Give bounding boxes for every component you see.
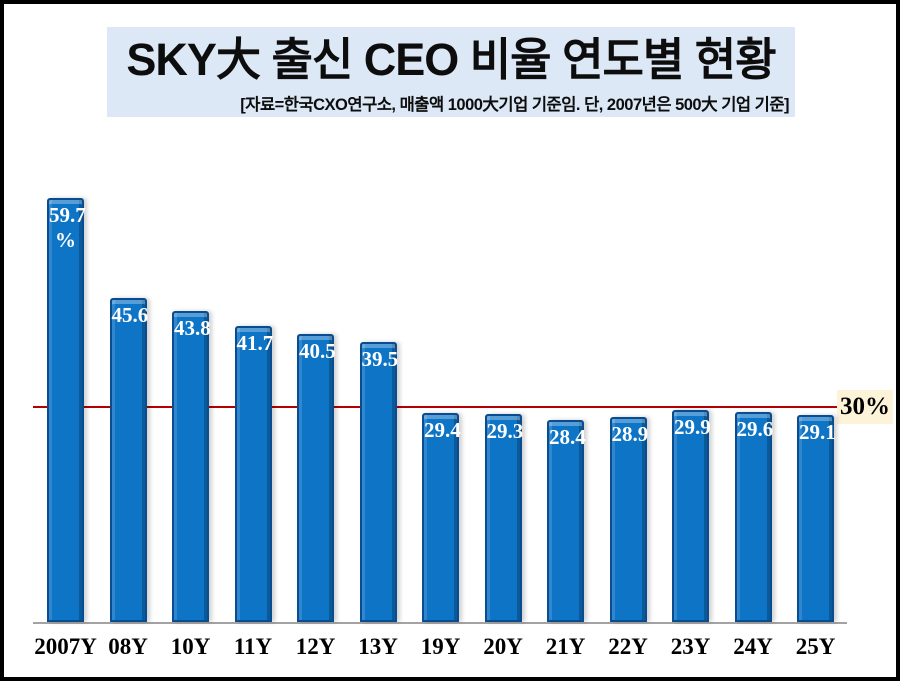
- bar-23Y: 29.9: [672, 410, 711, 622]
- bar-22Y: 28.9: [609, 417, 649, 622]
- reference-line-label: 30%: [837, 390, 893, 424]
- bar-24Y: 29.6: [734, 412, 774, 622]
- bar-10Y: 43.8: [172, 311, 211, 622]
- title-block: SKY大 출신 CEO 비율 연도별 현황 [자료=한국CXO연구소, 매출액 …: [107, 27, 795, 117]
- bar-value-label: 41.7: [236, 331, 274, 355]
- plot-area: 30% 59.7 % 2007Y 45.6 08Y 43.8 10Y 41.7 11Y 40.5…: [4, 4, 896, 677]
- bar-19Y: 29.4: [422, 413, 461, 622]
- x-tick-label-19Y: 19Y: [420, 634, 461, 659]
- bar-value-label: 40.5: [299, 339, 336, 363]
- x-tick-label-21Y: 21Y: [545, 634, 586, 659]
- bar-13Y: 39.5: [359, 342, 399, 622]
- bar-value-label: 29.3: [486, 419, 524, 443]
- x-tick-label-25Y: 25Y: [795, 634, 836, 659]
- x-tick-label-12Y: 12Y: [295, 634, 336, 659]
- bar-20Y: 29.3: [484, 414, 524, 622]
- x-tick-label-22Y: 22Y: [608, 634, 648, 659]
- bar-value-label: 29.1: [799, 420, 836, 444]
- bar-value-label: 28.4: [549, 425, 586, 449]
- bar-12Y: 40.5: [297, 334, 336, 622]
- x-axis-line: [33, 622, 847, 624]
- bar-08Y: 45.6: [109, 298, 149, 622]
- bar-2007Y: 59.7 %: [47, 198, 86, 622]
- x-tick-label-2007Y: 2007Y: [34, 634, 97, 659]
- bar-value-label: 43.8: [174, 316, 211, 340]
- bar-value-label: 39.5: [361, 347, 399, 371]
- x-tick-label-13Y: 13Y: [358, 634, 398, 659]
- bar-25Y: 29.1: [797, 415, 836, 622]
- x-tick-label-11Y: 11Y: [233, 634, 273, 659]
- reference-line: [33, 406, 891, 408]
- bar-11Y: 41.7: [234, 326, 274, 622]
- x-tick-label-08Y: 08Y: [108, 634, 148, 659]
- x-tick-label-20Y: 20Y: [483, 634, 523, 659]
- chart-subtitle: [자료=한국CXO연구소, 매출액 1000大기업 기준임. 단, 2007년은…: [240, 96, 789, 114]
- x-tick-label-23Y: 23Y: [670, 634, 711, 659]
- bar-value-label: 45.6: [111, 303, 149, 327]
- chart-title: SKY大 출신 CEO 비율 연도별 현황: [126, 34, 776, 85]
- bar-value-label: 59.7 %: [49, 203, 86, 252]
- x-tick-label-10Y: 10Y: [170, 634, 211, 659]
- bar-value-label: 29.9: [674, 415, 711, 439]
- bar-21Y: 28.4: [547, 420, 586, 622]
- bar-value-label: 29.4: [424, 418, 461, 442]
- bar-value-label: 29.6: [736, 417, 774, 441]
- x-tick-label-24Y: 24Y: [733, 634, 773, 659]
- bar-value-label: 28.9: [611, 422, 649, 446]
